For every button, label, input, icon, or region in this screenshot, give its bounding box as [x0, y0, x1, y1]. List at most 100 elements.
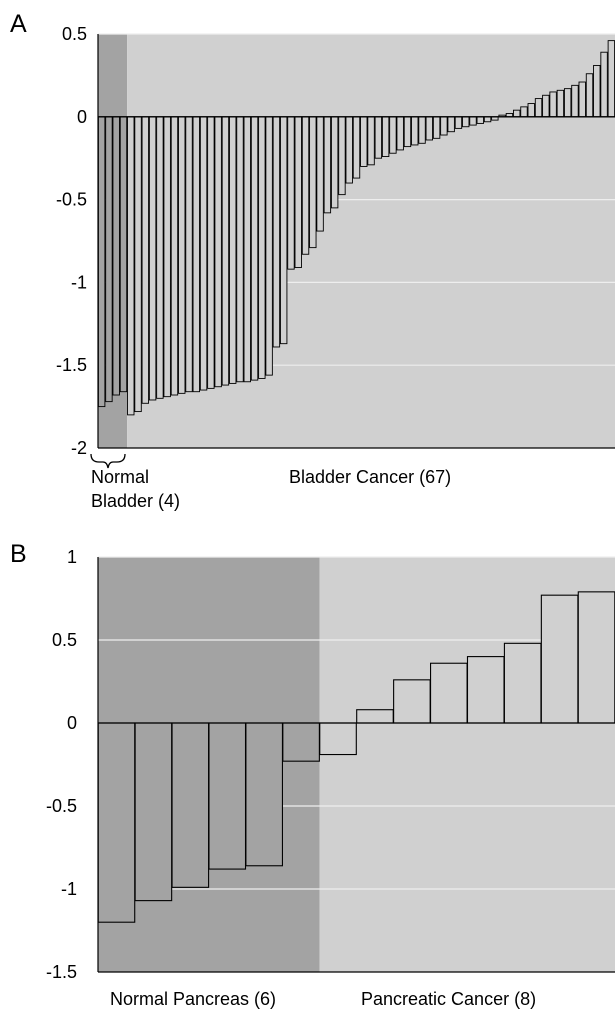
bar-cancer — [148, 116, 157, 401]
bar-cancer — [454, 116, 463, 129]
panel-b-y-tick-label: -0.5 — [46, 796, 77, 816]
bar-cancer — [520, 106, 528, 118]
bar-cancer — [185, 116, 193, 393]
panel-b-y-tick-labels: 1 0.5 0 -0.5 -1 -1.5 — [46, 547, 77, 982]
bar-cancer — [425, 116, 434, 141]
bar-cancer — [330, 116, 339, 209]
panel-a-cancer-label: Bladder Cancer (67) — [289, 467, 451, 487]
bar-cancer — [432, 116, 441, 139]
bar-cancer — [411, 116, 419, 146]
panel-b-y-tick-label: 0.5 — [52, 630, 77, 650]
bar-cancer — [243, 116, 251, 383]
bar-cancer — [199, 116, 208, 391]
bar-cancer — [301, 116, 310, 255]
bar-cancer — [503, 642, 542, 724]
bar-cancer — [221, 116, 230, 386]
bar-cancer — [279, 116, 288, 345]
bar-cancer — [294, 116, 302, 268]
panel-a: A 0.5 0 -0.5 -1 -1.5 -2 Normal Bladder (… — [10, 10, 615, 511]
bar-cancer — [430, 662, 468, 724]
panel-b-letter: B — [10, 540, 27, 568]
bar-cancer — [389, 116, 397, 154]
bar-normal — [171, 722, 210, 888]
panel-b: B 1 0.5 0 -0.5 -1 -1.5 Normal Pancreas (… — [10, 540, 615, 1009]
bar-cancer — [287, 116, 295, 270]
bar-cancer — [593, 65, 601, 118]
bar-cancer — [542, 94, 550, 118]
bar-normal — [105, 116, 113, 403]
panel-a-y-tick-label: -1 — [71, 272, 87, 292]
bar-cancer — [393, 679, 431, 724]
bar-cancer — [418, 116, 426, 144]
bar-cancer — [127, 116, 135, 416]
bar-cancer — [323, 116, 332, 214]
bar-cancer — [156, 116, 164, 399]
bar-cancer — [483, 116, 492, 123]
bar-cancer — [356, 709, 394, 724]
bar-cancer — [540, 594, 579, 724]
bar-cancer — [447, 116, 455, 133]
bar-normal — [208, 722, 247, 870]
panel-a-normal-label-line2: Bladder (4) — [91, 491, 180, 511]
panel-a-y-tick-labels: 0.5 0 -0.5 -1 -1.5 -2 — [56, 24, 87, 458]
bar-cancer — [600, 51, 608, 118]
bar-normal — [282, 722, 320, 762]
bar-cancer — [374, 116, 383, 159]
panel-a-y-tick-label: -0.5 — [56, 190, 87, 210]
bar-cancer — [527, 103, 535, 118]
bar-cancer — [466, 656, 505, 724]
panel-a-letter: A — [10, 10, 27, 38]
bar-cancer — [338, 116, 346, 196]
bar-cancer — [577, 591, 615, 724]
bar-cancer — [214, 116, 222, 388]
panel-a-y-tick-label: 0 — [77, 107, 87, 127]
bar-cancer — [513, 109, 521, 118]
bar-cancer — [469, 116, 477, 126]
bar-cancer — [236, 116, 244, 383]
panel-b-normal-label: Normal Pancreas (6) — [110, 989, 276, 1009]
bar-cancer — [316, 116, 324, 232]
bar-cancer — [170, 116, 179, 396]
bar-cancer — [571, 84, 579, 118]
bar-cancer — [360, 116, 368, 167]
bar-cancer — [352, 116, 361, 179]
bar-cancer — [163, 116, 171, 398]
bar-cancer — [141, 116, 150, 404]
bar-cancer — [476, 116, 484, 124]
bar-cancer — [250, 116, 259, 381]
bar-cancer — [192, 116, 200, 393]
bar-cancer — [549, 91, 557, 118]
bar-normal — [97, 116, 106, 408]
bar-cancer — [607, 40, 615, 118]
bar-cancer — [440, 116, 448, 136]
bar-cancer — [578, 81, 586, 118]
panel-a-y-tick-label: -1.5 — [56, 355, 87, 375]
bar-normal — [119, 116, 128, 393]
panel-b-y-tick-label: -1 — [61, 879, 77, 899]
bar-cancer — [534, 98, 543, 118]
bar-cancer — [272, 116, 281, 348]
bar-cancer — [265, 116, 273, 376]
bar-cancer — [345, 116, 353, 184]
bar-cancer — [403, 116, 412, 148]
panel-b-y-tick-label: 0 — [67, 713, 77, 733]
bar-cancer — [367, 116, 375, 166]
bar-cancer — [309, 116, 317, 249]
bar-cancer — [207, 116, 215, 389]
bar-normal — [97, 722, 136, 923]
bar-cancer — [319, 722, 357, 756]
bar-cancer — [258, 116, 266, 379]
bar-cancer — [134, 116, 142, 413]
panel-a-y-tick-label: 0.5 — [62, 24, 87, 44]
panel-a-y-tick-label: -2 — [71, 438, 87, 458]
bar-cancer — [396, 116, 404, 151]
bar-normal — [112, 116, 120, 396]
panel-b-y-tick-label: 1 — [67, 547, 77, 567]
bar-normal — [245, 722, 283, 867]
bar-cancer — [229, 116, 237, 384]
panel-b-bars — [97, 591, 615, 923]
bar-cancer — [178, 116, 186, 394]
bar-cancer — [462, 116, 470, 128]
bar-cancer — [556, 89, 565, 118]
